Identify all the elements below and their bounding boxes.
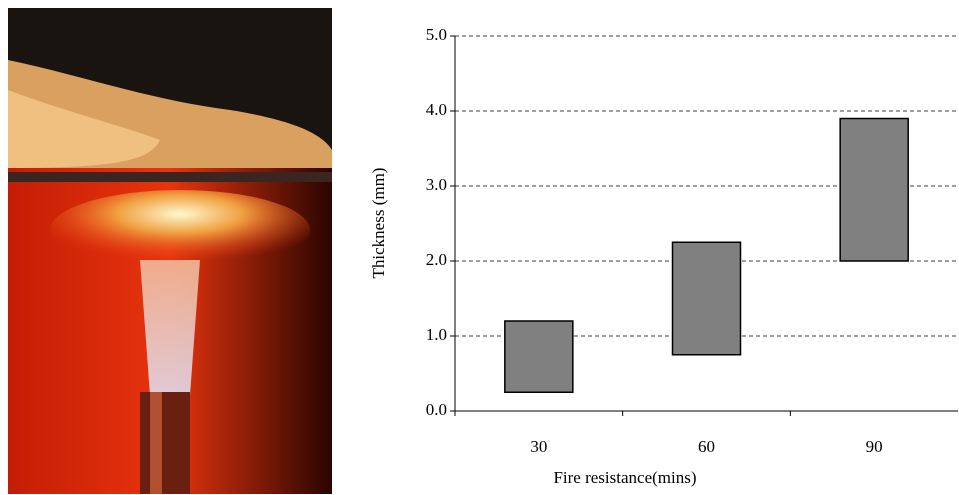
bar bbox=[504, 320, 574, 393]
x-tick-label: 90 bbox=[866, 437, 883, 456]
y-tick-label: 1.0 bbox=[426, 325, 447, 344]
x-tick-label: 60 bbox=[698, 437, 715, 456]
bar bbox=[839, 117, 909, 262]
y-tick-label: 3.0 bbox=[426, 175, 447, 194]
y-tick-label: 5.0 bbox=[426, 25, 447, 44]
y-tick-label: 4.0 bbox=[426, 100, 447, 119]
y-axis-label: Thickness (mm) bbox=[369, 168, 388, 279]
photo bbox=[8, 8, 332, 494]
y-tick-label: 0.0 bbox=[426, 400, 447, 419]
y-tick-label: 2.0 bbox=[426, 250, 447, 269]
bar bbox=[671, 241, 742, 356]
x-axis-label: Fire resistance(mins) bbox=[553, 468, 696, 487]
x-tick-label: 30 bbox=[530, 437, 547, 456]
